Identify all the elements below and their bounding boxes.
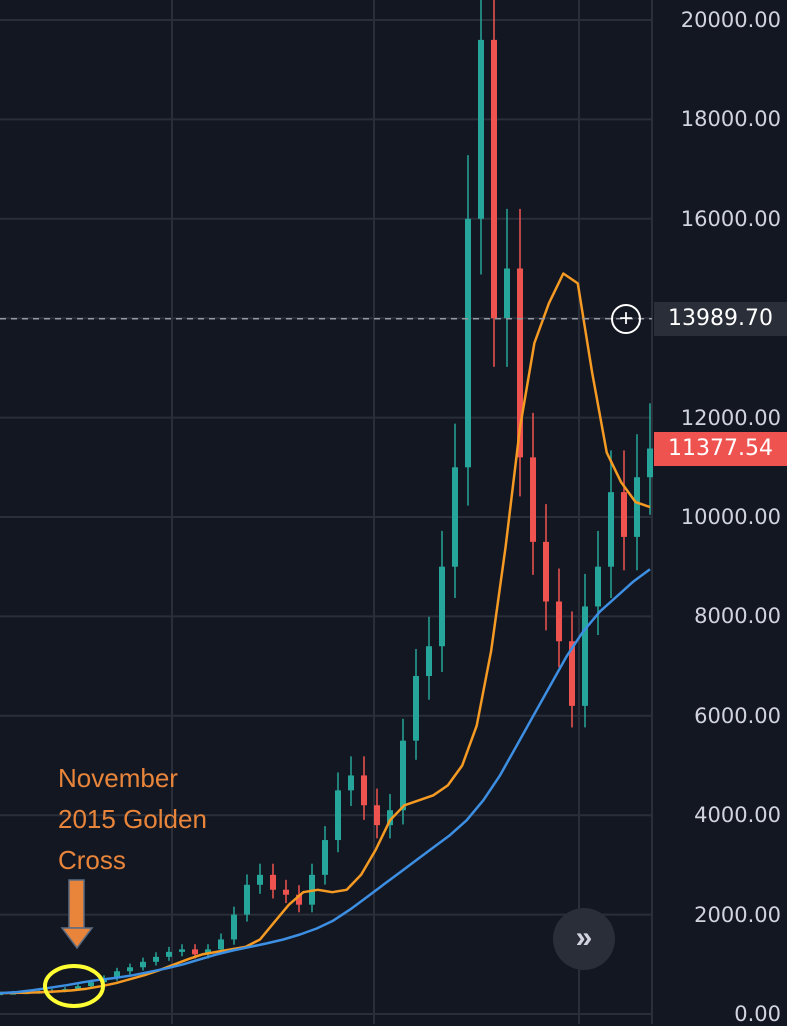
candle	[296, 894, 302, 905]
y-tick-label: 10000.00	[680, 505, 781, 529]
candle	[439, 566, 445, 647]
last-price-label: 11377.54	[654, 431, 787, 466]
candle	[543, 541, 549, 602]
candle	[166, 951, 172, 957]
candle	[413, 676, 419, 741]
y-tick-label: 6000.00	[694, 703, 781, 728]
candle	[114, 971, 120, 979]
candle	[127, 967, 133, 972]
candle	[231, 914, 237, 940]
candle	[556, 601, 562, 642]
y-tick-label: 18000.00	[680, 107, 781, 132]
candle	[478, 39, 484, 219]
candle	[387, 810, 393, 826]
candle	[322, 840, 328, 875]
candle	[153, 956, 159, 962]
candle	[452, 467, 458, 567]
candle	[88, 982, 94, 987]
candle	[192, 949, 198, 955]
y-tick-label: 4000.00	[694, 803, 781, 828]
candle	[400, 740, 406, 811]
candle	[634, 477, 640, 537]
candle	[465, 218, 471, 468]
y-tick-label: 16000.00	[680, 206, 781, 231]
candle	[582, 606, 588, 706]
moving-average-line-blue	[0, 568, 651, 995]
candle	[75, 986, 81, 990]
candle	[595, 566, 601, 607]
candle	[257, 874, 263, 885]
golden-cross-annotation: November 2015 Golden Cross	[58, 763, 207, 875]
arrow-head	[60, 927, 94, 950]
candle	[374, 805, 380, 826]
candle	[569, 641, 575, 706]
candle	[218, 939, 224, 950]
double-chevron-right-icon[interactable]: »	[553, 908, 615, 970]
arrow-down-icon	[68, 879, 85, 929]
candle	[205, 949, 211, 955]
annotation-overlay	[0, 317, 652, 1008]
y-tick-label: 8000.00	[694, 604, 781, 629]
candle	[504, 268, 510, 319]
y-tick-label: 20000.00	[680, 8, 781, 32]
plus-circle-icon[interactable]: +	[611, 303, 641, 334]
candle	[530, 457, 536, 542]
y-tick-label: 0.00	[734, 1002, 781, 1026]
candle	[348, 775, 354, 791]
golden-cross-highlight	[43, 964, 105, 1008]
candle	[491, 39, 497, 319]
candle	[283, 889, 289, 895]
candle	[335, 790, 341, 841]
moving-average-lines	[0, 272, 651, 995]
candle	[361, 775, 367, 806]
candle	[608, 492, 614, 567]
candle	[179, 949, 185, 952]
candle	[426, 646, 432, 677]
moving-average-line-orange	[0, 272, 651, 995]
candle	[140, 961, 146, 968]
crosshair-price-label: 13989.70	[654, 301, 787, 336]
candle	[517, 268, 523, 458]
y-tick-label: 12000.00	[680, 405, 781, 430]
candle	[621, 492, 627, 537]
candle	[244, 884, 250, 915]
candle	[270, 874, 276, 890]
candle	[647, 448, 653, 478]
y-tick-label: 2000.00	[694, 902, 781, 927]
